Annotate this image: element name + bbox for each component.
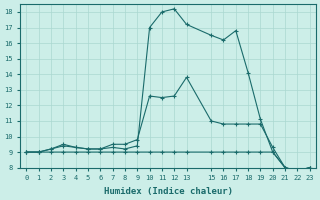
X-axis label: Humidex (Indice chaleur): Humidex (Indice chaleur) [104,187,233,196]
